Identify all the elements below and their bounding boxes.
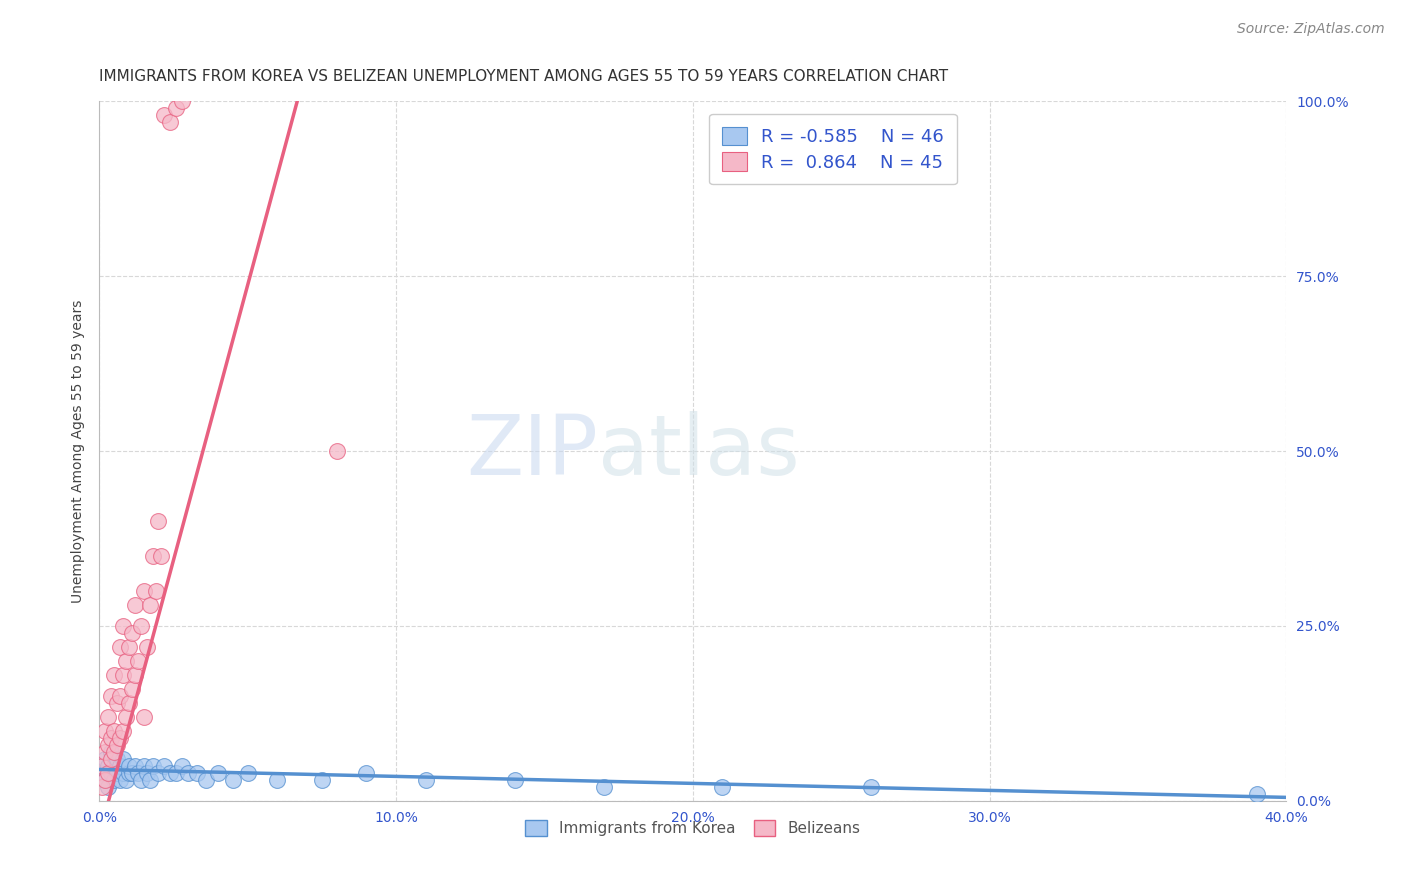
Point: [266, 772, 288, 787]
Point: [132, 759, 155, 773]
Point: [100, 731, 122, 745]
Point: [121, 681, 143, 696]
Point: [859, 780, 882, 794]
Point: [165, 101, 187, 115]
Point: [177, 765, 200, 780]
Point: [121, 765, 143, 780]
Point: [207, 765, 229, 780]
Point: [415, 772, 437, 787]
Point: [118, 640, 141, 654]
Point: [325, 444, 347, 458]
Point: [111, 619, 134, 633]
Point: [105, 765, 128, 780]
Text: IMMIGRANTS FROM KOREA VS BELIZEAN UNEMPLOYMENT AMONG AGES 55 TO 59 YEARS CORRELA: IMMIGRANTS FROM KOREA VS BELIZEAN UNEMPL…: [100, 69, 948, 84]
Point: [100, 689, 122, 703]
Point: [186, 765, 208, 780]
Point: [97, 780, 120, 794]
Point: [592, 780, 614, 794]
Legend: Immigrants from Korea, Belizeans: Immigrants from Korea, Belizeans: [519, 814, 866, 842]
Point: [100, 765, 122, 780]
Point: [1246, 787, 1268, 801]
Point: [145, 584, 167, 599]
Point: [97, 738, 120, 752]
Point: [105, 752, 128, 766]
Point: [115, 654, 138, 668]
Point: [135, 765, 157, 780]
Text: Source: ZipAtlas.com: Source: ZipAtlas.com: [1237, 22, 1385, 37]
Point: [94, 745, 117, 759]
Point: [97, 759, 120, 773]
Point: [94, 723, 117, 738]
Point: [111, 752, 134, 766]
Point: [138, 598, 160, 612]
Point: [105, 738, 128, 752]
Point: [153, 759, 176, 773]
Point: [148, 514, 170, 528]
Point: [118, 765, 141, 780]
Point: [138, 772, 160, 787]
Point: [711, 780, 734, 794]
Point: [135, 640, 157, 654]
Point: [142, 759, 165, 773]
Point: [103, 772, 125, 787]
Point: [118, 759, 141, 773]
Point: [153, 108, 176, 122]
Point: [356, 765, 378, 780]
Y-axis label: Unemployment Among Ages 55 to 59 years: Unemployment Among Ages 55 to 59 years: [72, 300, 86, 603]
Point: [111, 723, 134, 738]
Point: [97, 765, 120, 780]
Point: [172, 95, 194, 109]
Text: atlas: atlas: [598, 410, 800, 491]
Point: [91, 780, 114, 794]
Point: [91, 759, 114, 773]
Point: [115, 772, 138, 787]
Point: [124, 668, 146, 682]
Point: [108, 640, 131, 654]
Point: [100, 745, 122, 759]
Point: [91, 765, 114, 780]
Point: [148, 765, 170, 780]
Point: [142, 549, 165, 563]
Point: [165, 765, 187, 780]
Point: [108, 772, 131, 787]
Point: [100, 752, 122, 766]
Point: [195, 772, 218, 787]
Point: [127, 654, 149, 668]
Point: [108, 689, 131, 703]
Point: [127, 765, 149, 780]
Point: [311, 772, 333, 787]
Point: [129, 619, 152, 633]
Point: [172, 759, 194, 773]
Point: [129, 772, 152, 787]
Point: [236, 765, 259, 780]
Point: [121, 626, 143, 640]
Point: [94, 772, 117, 787]
Point: [108, 759, 131, 773]
Point: [159, 765, 181, 780]
Point: [105, 696, 128, 710]
Point: [97, 710, 120, 724]
Point: [124, 759, 146, 773]
Point: [103, 723, 125, 738]
Point: [124, 598, 146, 612]
Point: [108, 731, 131, 745]
Point: [103, 759, 125, 773]
Point: [118, 696, 141, 710]
Point: [132, 584, 155, 599]
Point: [103, 668, 125, 682]
Point: [222, 772, 245, 787]
Point: [132, 710, 155, 724]
Point: [111, 668, 134, 682]
Point: [94, 752, 117, 766]
Point: [111, 765, 134, 780]
Point: [115, 710, 138, 724]
Point: [94, 772, 117, 787]
Point: [150, 549, 173, 563]
Text: ZIP: ZIP: [465, 410, 598, 491]
Point: [103, 745, 125, 759]
Point: [503, 772, 526, 787]
Point: [159, 115, 181, 129]
